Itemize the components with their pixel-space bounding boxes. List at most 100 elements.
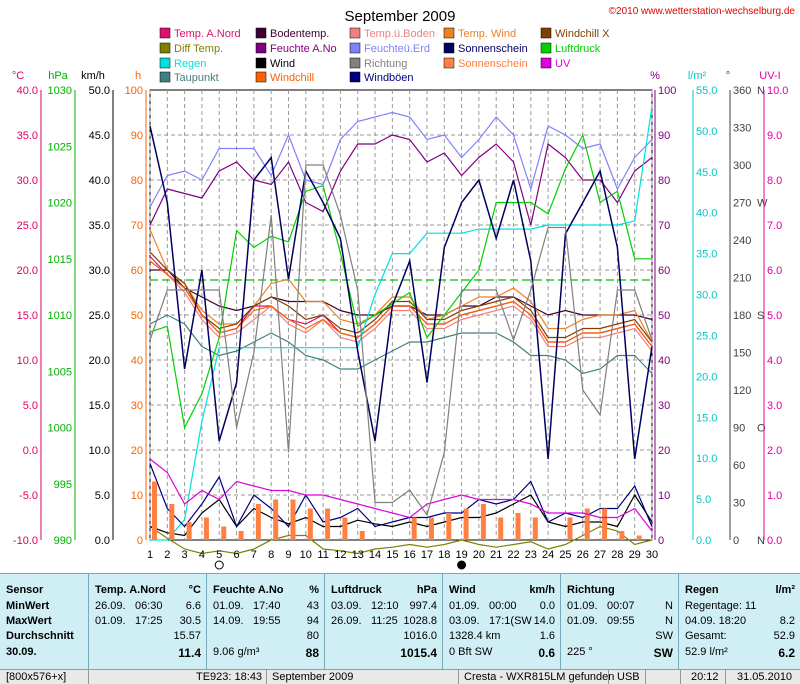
x-tick-label: 28: [611, 549, 623, 561]
axis-unit-temp: °C: [12, 70, 24, 82]
table-cell: 12:10: [371, 600, 399, 612]
temp-column: Temp. A.Nord °C 26.09. 06:30 6.6 01.09. 17:25 3…: [88, 574, 207, 670]
x-tick-label: 10: [300, 549, 312, 561]
x-tick-label: 17: [421, 549, 433, 561]
series-line: [149, 260, 653, 352]
x-tick-label: 20: [473, 549, 485, 561]
legend-label: Windchill X: [555, 28, 610, 40]
table-cell: 01.09.: [213, 600, 244, 612]
legend-label: Feuchte A.No: [270, 43, 337, 55]
axis-tick-lm2: 40.0: [696, 208, 717, 220]
axis-tick-h: 80: [131, 175, 143, 187]
x-tick-label: 3: [182, 549, 188, 561]
sunshine-bar: [203, 517, 209, 540]
axis-tick-h: 100: [125, 85, 143, 97]
chart-title: September 2009: [345, 8, 456, 25]
wind-column: Wind km/h 01.09. 00:00 0.0 03.09. 17:1(SW 14.0 1…: [442, 574, 561, 670]
axis-tick-deg: 240: [733, 235, 751, 247]
axis-tick-kmh: 35.0: [89, 220, 110, 232]
table-cell: 1016.0: [403, 630, 437, 642]
axis-tick-pct: 70: [658, 220, 670, 232]
series-line: [149, 125, 653, 460]
legend-swatch: [349, 57, 361, 69]
sunshine-bar: [169, 504, 175, 540]
table-cell: 0 Bft SW: [449, 646, 493, 658]
table-row: 80: [207, 630, 319, 645]
table-cell: Regentage: 11: [685, 600, 757, 612]
table-cell: 1028.8: [403, 615, 437, 627]
legend-swatch: [443, 42, 455, 54]
series-line: [149, 251, 653, 343]
axis-tick-pct: 90: [658, 130, 670, 142]
legend-label: Taupunkt: [174, 72, 219, 84]
direction-label: N: [757, 85, 765, 97]
axis-tick-lm2: 35.0: [696, 249, 717, 261]
legend-label: Feuchteü.Erd: [364, 43, 430, 55]
table-cell: Gesamt:: [685, 630, 727, 642]
series-line: [149, 525, 653, 555]
table-row: 1328.4 km 1.6: [443, 630, 555, 645]
axis-tick-deg: 0: [733, 535, 739, 547]
sunshine-bar: [186, 522, 192, 540]
legend-label: Richtung: [364, 58, 407, 70]
table-row: 01.09. 17:25 30.5: [89, 615, 201, 630]
axis-tick-kmh: 20.0: [89, 355, 110, 367]
axis-tick-kmh: 50.0: [89, 85, 110, 97]
x-tick-label: 16: [404, 549, 416, 561]
table-cell: 15.57: [173, 630, 201, 642]
axis-tick-kmh: 25.0: [89, 310, 110, 322]
sunshine-bar: [221, 526, 227, 540]
series-line: [149, 458, 653, 532]
axis-tick-lm2: 5.0: [696, 494, 711, 506]
axis-tick-h: 0: [137, 535, 143, 547]
legend-label: Wind: [270, 58, 295, 70]
table-row: 225 ° SW: [561, 646, 673, 661]
axis-tick-lm2: 30.0: [696, 290, 717, 302]
axis-tick-uv: 6.0: [767, 265, 782, 277]
axis-unit-kmh: km/h: [81, 70, 105, 82]
axis-tick-temp: 0.0: [23, 445, 38, 457]
table-cell: 14.09.: [213, 615, 244, 627]
col-unit: %: [309, 584, 319, 596]
axes: °C 40.0 35.0 30.0 25.0 20.0 15.0 10.0 5.0 0.0 -5.0…: [12, 70, 789, 547]
sunshine-bar: [480, 504, 486, 540]
table-cell: 26.09.: [331, 615, 362, 627]
col-unit: l/m²: [775, 584, 795, 596]
axis-tick-pct: 10: [658, 490, 670, 502]
x-tick-label: 14: [369, 549, 381, 561]
axis-tick-uv: 3.0: [767, 400, 782, 412]
table-row: 14.09. 19:55 94: [207, 615, 319, 630]
table-cell: 94: [306, 615, 319, 627]
series-line: [149, 260, 653, 347]
table-cell: SW: [655, 630, 673, 642]
legend-swatch: [255, 71, 267, 83]
col-unit: °C: [188, 584, 201, 596]
table-cell: 11:25: [371, 615, 398, 627]
table-cell: 43: [306, 600, 319, 612]
sunshine-bar: [411, 517, 417, 540]
axis-tick-h: 90: [131, 130, 143, 142]
legend-label: Sonnenschein: [458, 43, 528, 55]
copyright-text: ©2010 www.wetterstation-wechselburg.de: [609, 6, 796, 17]
table-cell: 1015.4: [400, 646, 437, 660]
axis-tick-pct: 50: [658, 310, 670, 322]
x-tick-label: 4: [199, 549, 205, 561]
axis-tick-kmh: 5.0: [95, 490, 110, 502]
x-tick-label: 19: [455, 549, 467, 561]
legend-label: Sonnenschein: [458, 58, 528, 70]
table-cell: 1.6: [539, 630, 555, 642]
table-row: 9.06 g/m³ 88: [207, 646, 319, 661]
table-row: 01.09. 09:55 N: [561, 615, 673, 630]
sunshine-bar: [498, 517, 504, 540]
sunshine-bar: [152, 481, 157, 540]
axis-tick-hpa: 1000: [48, 423, 72, 435]
x-tick-label: 6: [233, 549, 239, 561]
axis-tick-temp: 40.0: [17, 85, 38, 97]
axis-tick-temp: 10.0: [17, 355, 38, 367]
legend-swatch: [540, 57, 552, 69]
axis-tick-temp: 20.0: [17, 265, 38, 277]
axis-tick-deg: 150: [733, 348, 751, 360]
legend-label: Luftdruck: [555, 43, 601, 55]
legend-label: Diff Temp.: [174, 43, 223, 55]
x-tick-label: 12: [334, 549, 346, 561]
